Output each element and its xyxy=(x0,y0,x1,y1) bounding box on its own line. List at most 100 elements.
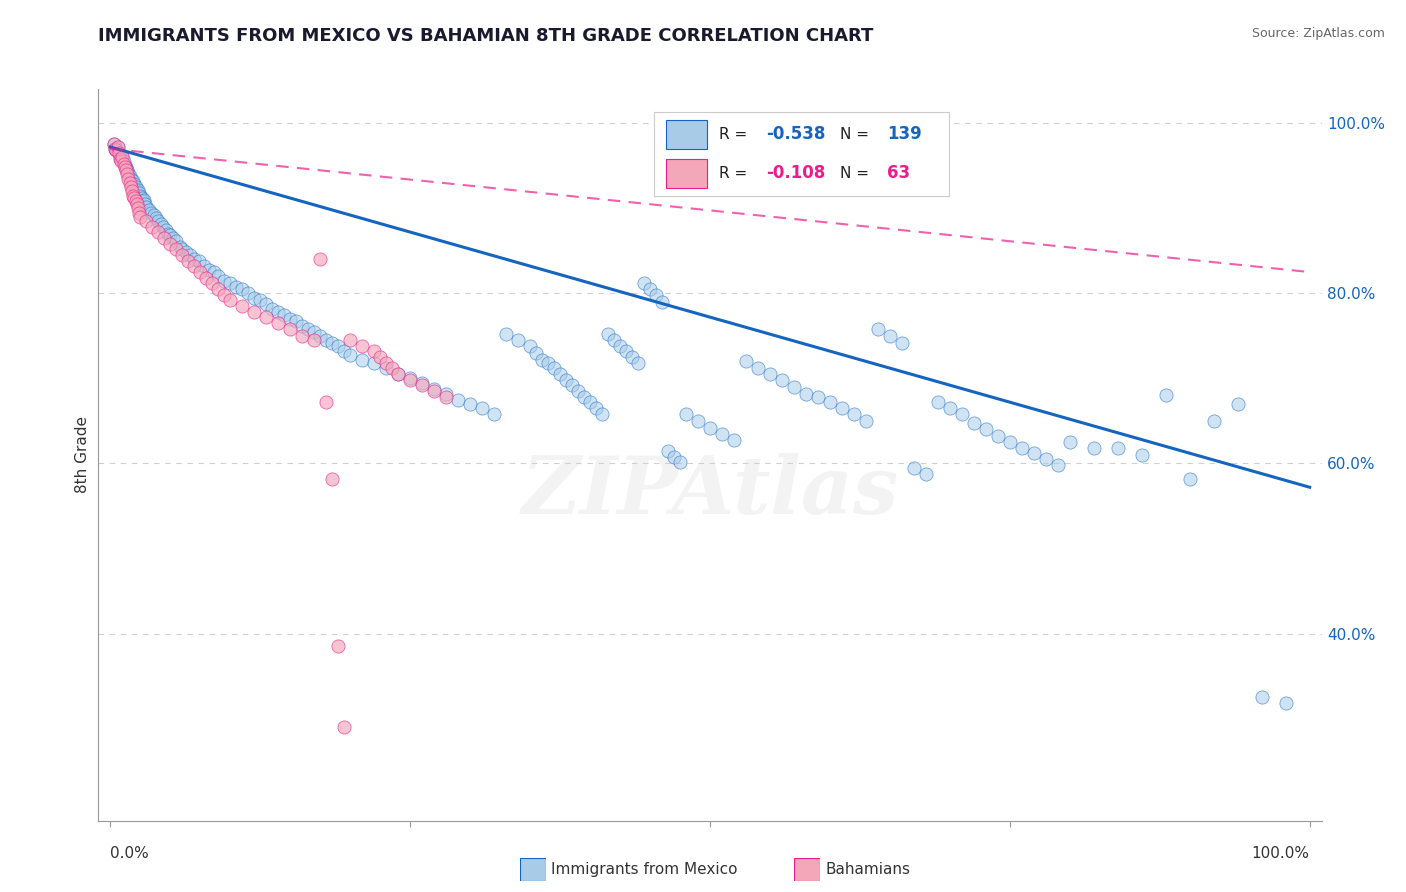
Point xyxy=(129,210,152,224)
Point xyxy=(471,401,494,416)
Point xyxy=(297,322,319,336)
Point xyxy=(375,356,398,370)
Point xyxy=(115,167,138,181)
FancyBboxPatch shape xyxy=(520,858,546,881)
Point xyxy=(177,254,200,268)
Point xyxy=(134,197,156,211)
Point xyxy=(1107,441,1129,455)
Point xyxy=(614,344,637,359)
Point xyxy=(174,245,197,260)
Point xyxy=(285,313,308,327)
Point xyxy=(387,367,409,381)
FancyBboxPatch shape xyxy=(665,120,707,149)
Point xyxy=(291,318,314,333)
Point xyxy=(458,397,481,411)
Point xyxy=(122,174,145,188)
Point xyxy=(118,169,141,183)
Point xyxy=(309,329,332,343)
Point xyxy=(495,327,517,342)
Point xyxy=(124,178,146,192)
Point xyxy=(315,395,337,409)
Point xyxy=(434,386,457,401)
Point xyxy=(117,165,139,179)
Point xyxy=(1046,458,1069,472)
Point xyxy=(179,248,201,262)
Point xyxy=(1011,441,1033,455)
Point xyxy=(423,382,446,396)
Point xyxy=(585,401,607,416)
Point xyxy=(987,429,1010,443)
Point xyxy=(231,282,253,296)
Point xyxy=(1154,388,1177,402)
Point xyxy=(1035,452,1057,467)
FancyBboxPatch shape xyxy=(794,858,820,881)
Point xyxy=(1226,397,1249,411)
Point xyxy=(662,450,685,464)
Point xyxy=(207,269,229,284)
Point xyxy=(115,161,138,175)
Point xyxy=(135,200,157,214)
Point xyxy=(304,333,326,347)
Point xyxy=(555,373,578,387)
Text: N =: N = xyxy=(839,127,873,142)
Point xyxy=(352,352,374,367)
Point xyxy=(633,276,655,290)
Point xyxy=(807,390,830,404)
Point xyxy=(333,344,356,359)
Point xyxy=(129,188,152,202)
Point xyxy=(225,279,247,293)
Point xyxy=(165,234,187,248)
Point xyxy=(1202,414,1225,428)
Point xyxy=(114,159,136,173)
Point xyxy=(149,217,172,231)
Point xyxy=(627,356,650,370)
Point xyxy=(537,356,560,370)
Point xyxy=(572,390,595,404)
Point xyxy=(153,231,176,245)
Point xyxy=(531,352,554,367)
Point xyxy=(339,347,361,361)
Point xyxy=(120,180,142,194)
Point xyxy=(117,171,139,186)
Point xyxy=(447,392,470,407)
Point xyxy=(686,414,709,428)
Point xyxy=(855,414,877,428)
Point xyxy=(238,286,260,301)
Point xyxy=(124,194,146,209)
Point xyxy=(138,202,160,217)
Point xyxy=(108,146,131,161)
Point xyxy=(231,299,253,313)
Point xyxy=(645,288,668,302)
Point xyxy=(142,208,165,222)
Point xyxy=(132,193,155,207)
Point xyxy=(333,720,356,734)
Point xyxy=(735,354,758,368)
Point xyxy=(657,443,679,458)
Text: 139: 139 xyxy=(887,126,922,144)
Point xyxy=(278,322,301,336)
Point xyxy=(159,228,181,243)
Point xyxy=(328,640,350,654)
Text: -0.538: -0.538 xyxy=(766,126,825,144)
Point xyxy=(770,373,793,387)
Point xyxy=(148,214,170,228)
Point xyxy=(309,252,332,267)
Point xyxy=(108,150,131,164)
Text: R =: R = xyxy=(718,127,752,142)
Point xyxy=(115,163,138,178)
Point xyxy=(927,395,949,409)
Point xyxy=(482,407,505,421)
Point xyxy=(890,335,912,350)
Point xyxy=(125,197,148,211)
Point xyxy=(193,259,215,273)
Point xyxy=(508,333,530,347)
Point xyxy=(243,291,266,305)
Point xyxy=(903,460,925,475)
Point xyxy=(621,350,644,364)
Point xyxy=(121,176,143,190)
Point xyxy=(543,361,565,376)
Point xyxy=(831,401,853,416)
Point xyxy=(411,376,433,390)
Point xyxy=(132,194,155,209)
Point xyxy=(675,407,697,421)
